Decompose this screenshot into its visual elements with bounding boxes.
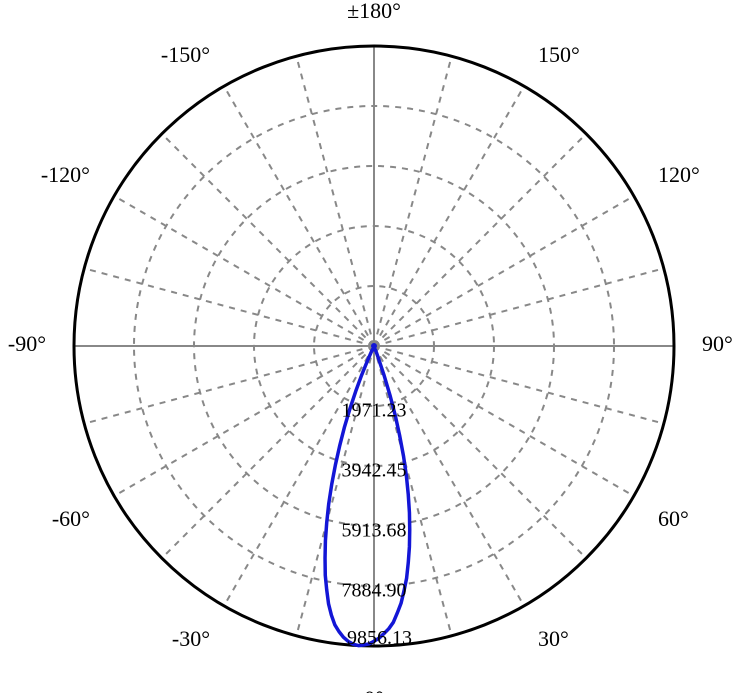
angle-label: -150° bbox=[161, 42, 210, 67]
angle-label: 120° bbox=[658, 162, 700, 187]
radial-tick-label: 3942.45 bbox=[342, 460, 407, 482]
angle-label: -90° bbox=[8, 331, 46, 356]
radial-tick-label: 1971.23 bbox=[342, 400, 407, 422]
angle-label: 60° bbox=[658, 506, 689, 531]
polar-chart: 1971.23 3942.45 5913.68 7884.90 9856.13 0° 30°… bbox=[0, 0, 749, 693]
radial-tick-label: 9856.13 bbox=[347, 627, 412, 649]
polar-center-dot bbox=[371, 343, 377, 349]
angle-label: -120° bbox=[41, 162, 90, 187]
radial-tick-label: 5913.68 bbox=[342, 520, 407, 542]
angle-label: 90° bbox=[702, 331, 733, 356]
angle-label: ±180° bbox=[347, 0, 401, 23]
angle-label: 30° bbox=[538, 626, 569, 651]
angle-label: -30° bbox=[172, 626, 210, 651]
radial-tick-label: 7884.90 bbox=[342, 580, 407, 602]
angle-label: 150° bbox=[538, 42, 580, 67]
angle-label: 0° bbox=[364, 686, 384, 693]
angle-label: -60° bbox=[52, 506, 90, 531]
